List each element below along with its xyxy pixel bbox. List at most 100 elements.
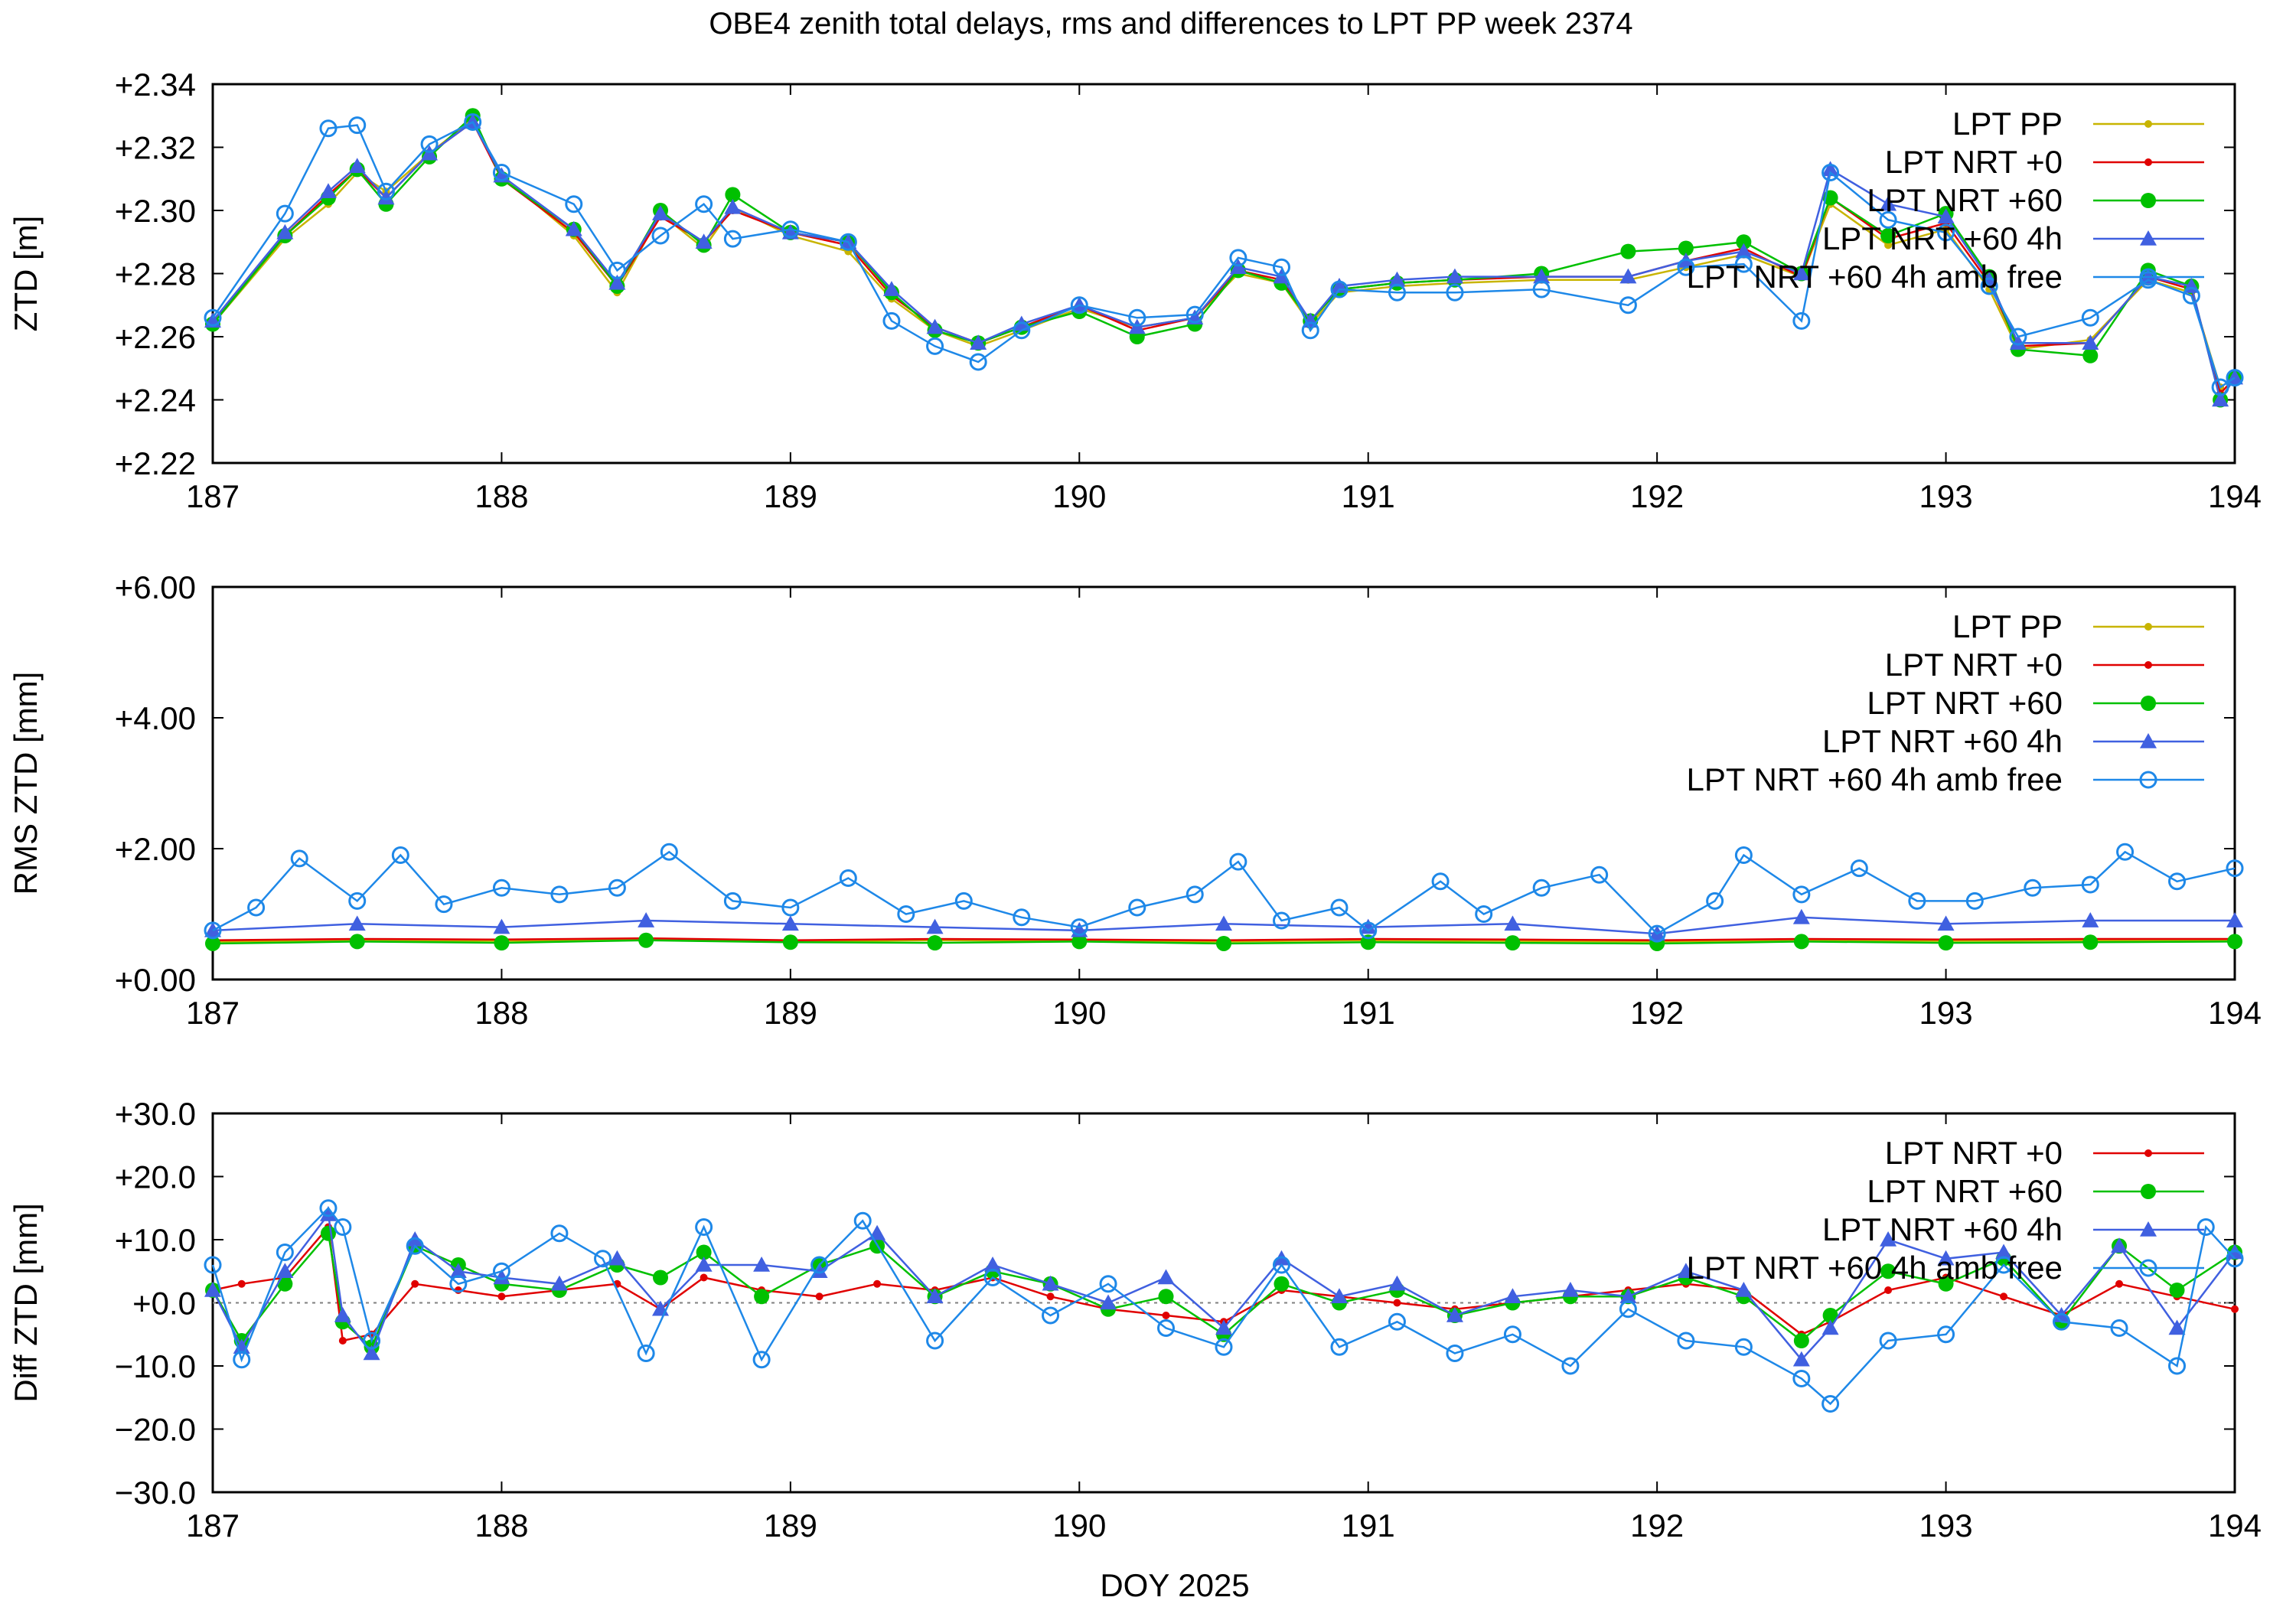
data-point bbox=[1619, 268, 1637, 284]
data-point bbox=[2226, 859, 2244, 878]
legend-label: LPT NRT +60 bbox=[1867, 1173, 2063, 1209]
data-point bbox=[1880, 195, 1897, 211]
data-point bbox=[1099, 1275, 1117, 1293]
data-point bbox=[1590, 865, 1609, 884]
legend-swatch-marker bbox=[2144, 1149, 2152, 1157]
legend-swatch-marker bbox=[2139, 268, 2157, 286]
data-point bbox=[2169, 1283, 2185, 1298]
data-point bbox=[2115, 1279, 2124, 1288]
x-tick-label: 192 bbox=[1630, 995, 1684, 1031]
data-point bbox=[1100, 1294, 1117, 1310]
data-point bbox=[550, 1224, 569, 1243]
data-point bbox=[1850, 859, 1868, 878]
y-axis-title: ZTD [m] bbox=[8, 216, 44, 332]
data-point bbox=[2226, 369, 2244, 387]
data-point bbox=[2110, 1319, 2128, 1337]
x-tick-label: 194 bbox=[2208, 478, 2262, 514]
data-point bbox=[1793, 934, 1809, 950]
legend-label: LPT NRT +60 bbox=[1867, 182, 2063, 218]
data-point bbox=[1360, 934, 1376, 950]
data-point bbox=[725, 187, 741, 203]
data-point bbox=[637, 1345, 655, 1362]
x-tick-label: 187 bbox=[186, 1508, 240, 1543]
data-point bbox=[2116, 843, 2135, 861]
data-point bbox=[1229, 852, 1247, 871]
data-point bbox=[1678, 240, 1694, 256]
data-point bbox=[695, 195, 713, 214]
x-tick-label: 194 bbox=[2208, 995, 2262, 1031]
data-point bbox=[873, 1279, 882, 1288]
x-tick-label: 193 bbox=[1919, 995, 1973, 1031]
data-point bbox=[1446, 1307, 1463, 1322]
data-point bbox=[696, 1244, 712, 1260]
x-tick-label: 192 bbox=[1630, 1508, 1684, 1543]
data-point bbox=[723, 230, 742, 248]
data-point bbox=[1821, 161, 1839, 177]
data-point bbox=[377, 189, 395, 205]
data-point bbox=[1619, 1300, 1637, 1319]
data-point bbox=[1937, 915, 1955, 931]
data-point bbox=[810, 1256, 829, 1274]
data-point bbox=[700, 1273, 708, 1282]
data-point bbox=[1128, 898, 1146, 917]
y-tick-label: +20.0 bbox=[115, 1159, 196, 1195]
data-point bbox=[391, 846, 409, 865]
data-point bbox=[608, 878, 626, 897]
data-point bbox=[2168, 1319, 2186, 1335]
data-point bbox=[839, 869, 857, 887]
data-point bbox=[2231, 1305, 2239, 1313]
y-tick-label: −30.0 bbox=[115, 1475, 196, 1511]
data-point bbox=[926, 918, 944, 934]
data-point bbox=[1937, 1250, 1955, 1266]
series-lpt-nrt-60 bbox=[205, 932, 2242, 951]
data-point bbox=[1274, 1276, 1290, 1292]
data-point bbox=[449, 1263, 467, 1279]
data-point bbox=[1880, 1263, 1896, 1279]
data-point bbox=[926, 1288, 944, 1304]
data-point bbox=[2082, 334, 2099, 350]
data-point bbox=[926, 337, 944, 355]
data-point bbox=[2081, 308, 2099, 327]
data-point bbox=[1994, 1256, 2013, 1274]
data-point bbox=[1272, 258, 1290, 276]
data-point bbox=[550, 1275, 568, 1291]
legend-label: LPT NRT +60 4h amb free bbox=[1687, 761, 2063, 797]
data-point bbox=[276, 1263, 294, 1279]
data-point bbox=[1792, 311, 1811, 330]
data-point bbox=[1388, 283, 1406, 302]
data-point bbox=[492, 164, 510, 181]
data-point bbox=[1792, 1351, 1810, 1367]
data-point bbox=[1532, 878, 1551, 897]
data-point bbox=[2168, 872, 2187, 891]
data-point bbox=[608, 1250, 626, 1266]
data-point bbox=[1431, 872, 1450, 891]
data-point bbox=[1937, 223, 1955, 242]
data-point bbox=[237, 1279, 246, 1288]
data-point bbox=[348, 116, 367, 135]
chart-rms: 187 188 189 190 191 192 193 194 +0.00 +2.00 +4.00 +… bbox=[8, 569, 2262, 1031]
data-point bbox=[449, 1275, 468, 1293]
x-tick-label: 194 bbox=[2208, 1508, 2262, 1543]
data-point bbox=[1388, 1312, 1406, 1331]
data-point bbox=[334, 1307, 351, 1322]
legend-swatch-marker bbox=[2140, 230, 2157, 246]
data-point bbox=[1908, 892, 1926, 910]
data-point bbox=[1619, 296, 1637, 315]
data-point bbox=[2226, 912, 2243, 927]
data-point bbox=[276, 223, 294, 240]
legend-label: LPT NRT +60 bbox=[1867, 685, 2063, 721]
x-tick-label: 188 bbox=[475, 478, 528, 514]
data-point bbox=[954, 892, 973, 910]
data-point bbox=[1046, 1292, 1055, 1301]
data-point bbox=[411, 1279, 419, 1288]
data-point bbox=[348, 158, 366, 174]
data-point bbox=[1359, 918, 1377, 934]
chart-diff: 187 188 189 190 191 192 193 194 −30.0 −20.0 −10.0 +… bbox=[8, 1096, 2262, 1543]
data-point bbox=[377, 182, 395, 200]
data-point bbox=[319, 183, 337, 199]
data-point bbox=[1792, 885, 1811, 904]
x-tick-label: 191 bbox=[1342, 478, 1395, 514]
